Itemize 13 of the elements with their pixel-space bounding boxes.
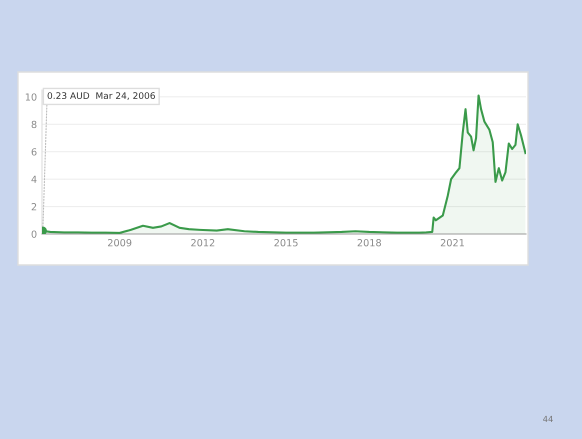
y-tick-label: 0 (32, 230, 36, 238)
x-tick-label: 2015 (274, 239, 298, 246)
y-tick-label: 4 (31, 176, 37, 183)
x-tick-label: 2009 (108, 239, 132, 246)
annotation: 0.23 AUD Mar 24, 2006 (48, 92, 155, 100)
y-tick-label: 6 (32, 148, 37, 156)
x-tick-label: 2018 (358, 239, 381, 246)
text: 44 (543, 416, 553, 422)
x-tick-label: 2012 (191, 239, 214, 246)
y-tick-label: 10 (26, 93, 36, 101)
y-tick-label: 2 (32, 203, 36, 210)
x-tick-label: 2021 (440, 239, 464, 246)
y-tick-label: 8 (32, 120, 36, 128)
